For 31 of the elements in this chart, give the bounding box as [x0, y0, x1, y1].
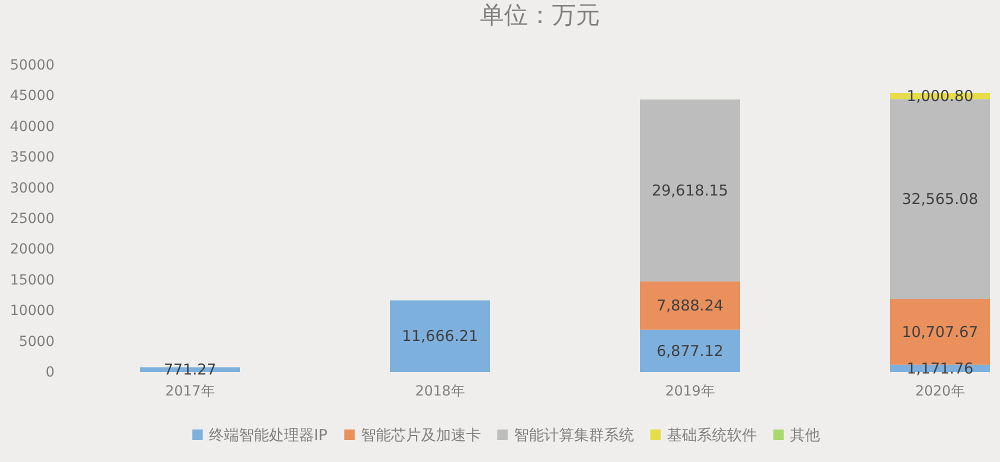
bar	[640, 281, 740, 330]
legend-label: 智能芯片及加速卡	[361, 426, 481, 444]
x-tick-label: 2019年	[665, 384, 715, 400]
y-tick-label: 0	[46, 364, 54, 380]
legend-label: 基础系统软件	[667, 426, 757, 444]
y-tick-label: 5000	[18, 334, 54, 350]
y-tick-label: 10000	[10, 303, 54, 320]
data-label: 29,618.15	[652, 181, 728, 200]
data-label: 11,666.21	[402, 327, 478, 346]
y-tick-label: 35000	[10, 150, 54, 166]
y-tick-label: 40000	[10, 118, 54, 135]
y-tick-label: 20000	[10, 242, 54, 258]
y-tick-label: 30000	[10, 180, 54, 196]
y-tick-label: 45000	[10, 88, 54, 104]
data-label: 10,707.67	[902, 322, 978, 341]
bar	[640, 330, 740, 372]
y-tick-label: 50000	[10, 58, 54, 74]
x-tick-label: 2017年	[165, 384, 215, 400]
legend-label: 终端智能处理器IP	[209, 426, 328, 444]
chart-title: 单位：万元	[480, 1, 600, 29]
legend-label: 其他	[790, 426, 820, 444]
legend-label: 智能计算集群系统	[514, 426, 634, 444]
bar	[390, 300, 490, 372]
data-label: 7,888.24	[656, 296, 724, 315]
y-tick-label: 25000	[10, 211, 54, 227]
bar	[640, 99, 740, 282]
data-label: 6,877.12	[656, 342, 724, 360]
y-tick-label: 15000	[10, 272, 54, 288]
x-tick-label: 2020年	[915, 384, 965, 400]
data-label: 32,565.08	[902, 190, 978, 208]
x-tick-label: 2018年	[415, 384, 465, 400]
